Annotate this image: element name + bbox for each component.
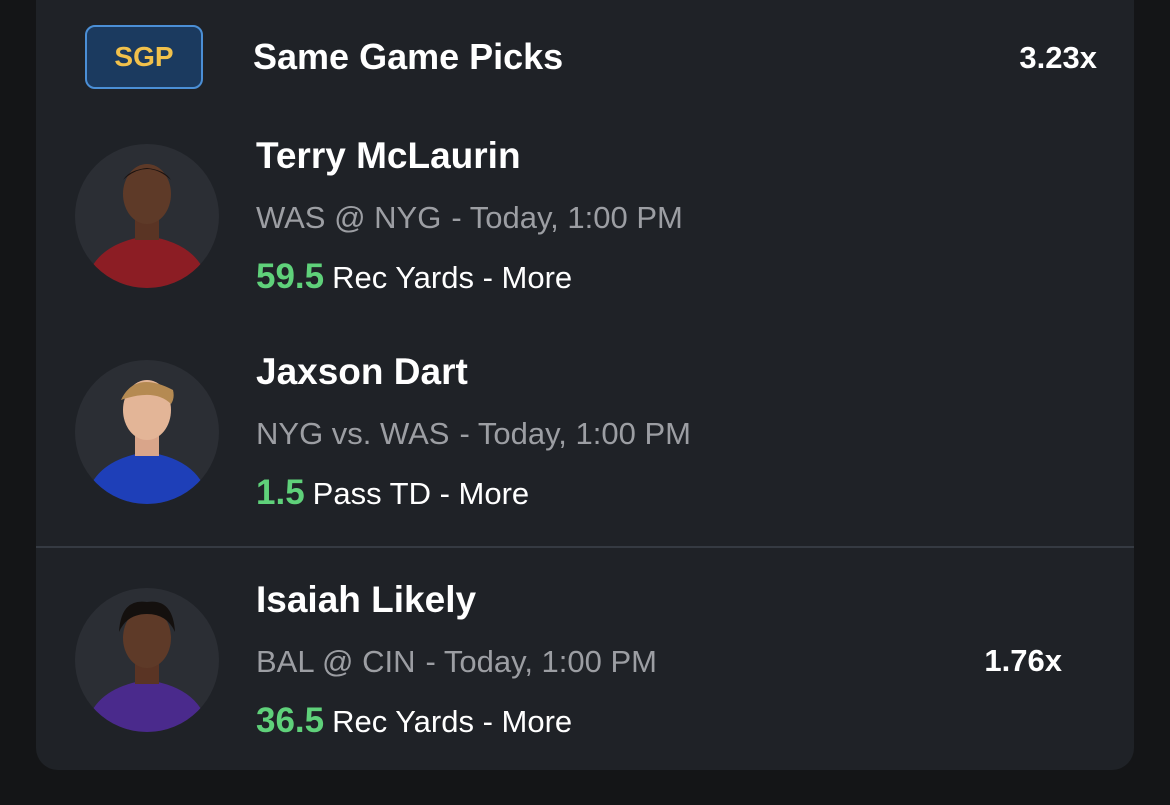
stat: Rec Yards - More xyxy=(332,704,573,739)
pick-line: 59.5 Rec Yards - More xyxy=(256,256,572,299)
pick-line: 1.5 Pass TD - More xyxy=(256,472,529,515)
divider xyxy=(36,546,1134,548)
game-time: - Today, 1:00 PM xyxy=(451,200,683,235)
player-name: Jaxson Dart xyxy=(256,351,468,392)
matchup: NYG vs. WAS xyxy=(256,416,450,451)
matchup: WAS @ NYG xyxy=(256,200,442,235)
game-info: WAS @ NYG - Today, 1:00 PM xyxy=(256,198,683,238)
player-name: Isaiah Likely xyxy=(256,579,477,620)
player-avatar xyxy=(75,144,219,288)
multiplier: 1.76x xyxy=(984,643,1062,678)
sgp-badge: SGP xyxy=(85,25,203,89)
game-time: - Today, 1:00 PM xyxy=(425,644,658,679)
player-name: Terry McLaurin xyxy=(256,135,521,176)
matchup: BAL @ CIN xyxy=(256,644,416,679)
line-value: 1.5 xyxy=(256,473,305,512)
player-avatar xyxy=(75,588,219,732)
pick-row[interactable]: Terry McLaurin WAS @ NYG - Today, 1:00 PM… xyxy=(0,136,1170,296)
pick-line: 36.5 Rec Yards - More xyxy=(256,700,572,743)
pick-row[interactable]: Jaxson Dart NYG vs. WAS - Today, 1:00 PM … xyxy=(0,352,1170,512)
stat: Pass TD - More xyxy=(312,476,530,511)
game-info: NYG vs. WAS - Today, 1:00 PM xyxy=(256,414,691,454)
line-value: 36.5 xyxy=(256,701,325,740)
line-value: 59.5 xyxy=(256,257,325,296)
game-time: - Today, 1:00 PM xyxy=(459,416,691,451)
card-title: Same Game Picks xyxy=(253,36,564,77)
multiplier: 3.23x xyxy=(1019,40,1097,75)
pick-row[interactable]: Isaiah Likely BAL @ CIN - Today, 1:00 PM … xyxy=(0,580,1170,740)
stat: Rec Yards - More xyxy=(332,260,573,295)
player-avatar xyxy=(75,360,219,504)
game-info: BAL @ CIN - Today, 1:00 PM xyxy=(256,642,657,682)
sgp-card xyxy=(36,0,1134,770)
